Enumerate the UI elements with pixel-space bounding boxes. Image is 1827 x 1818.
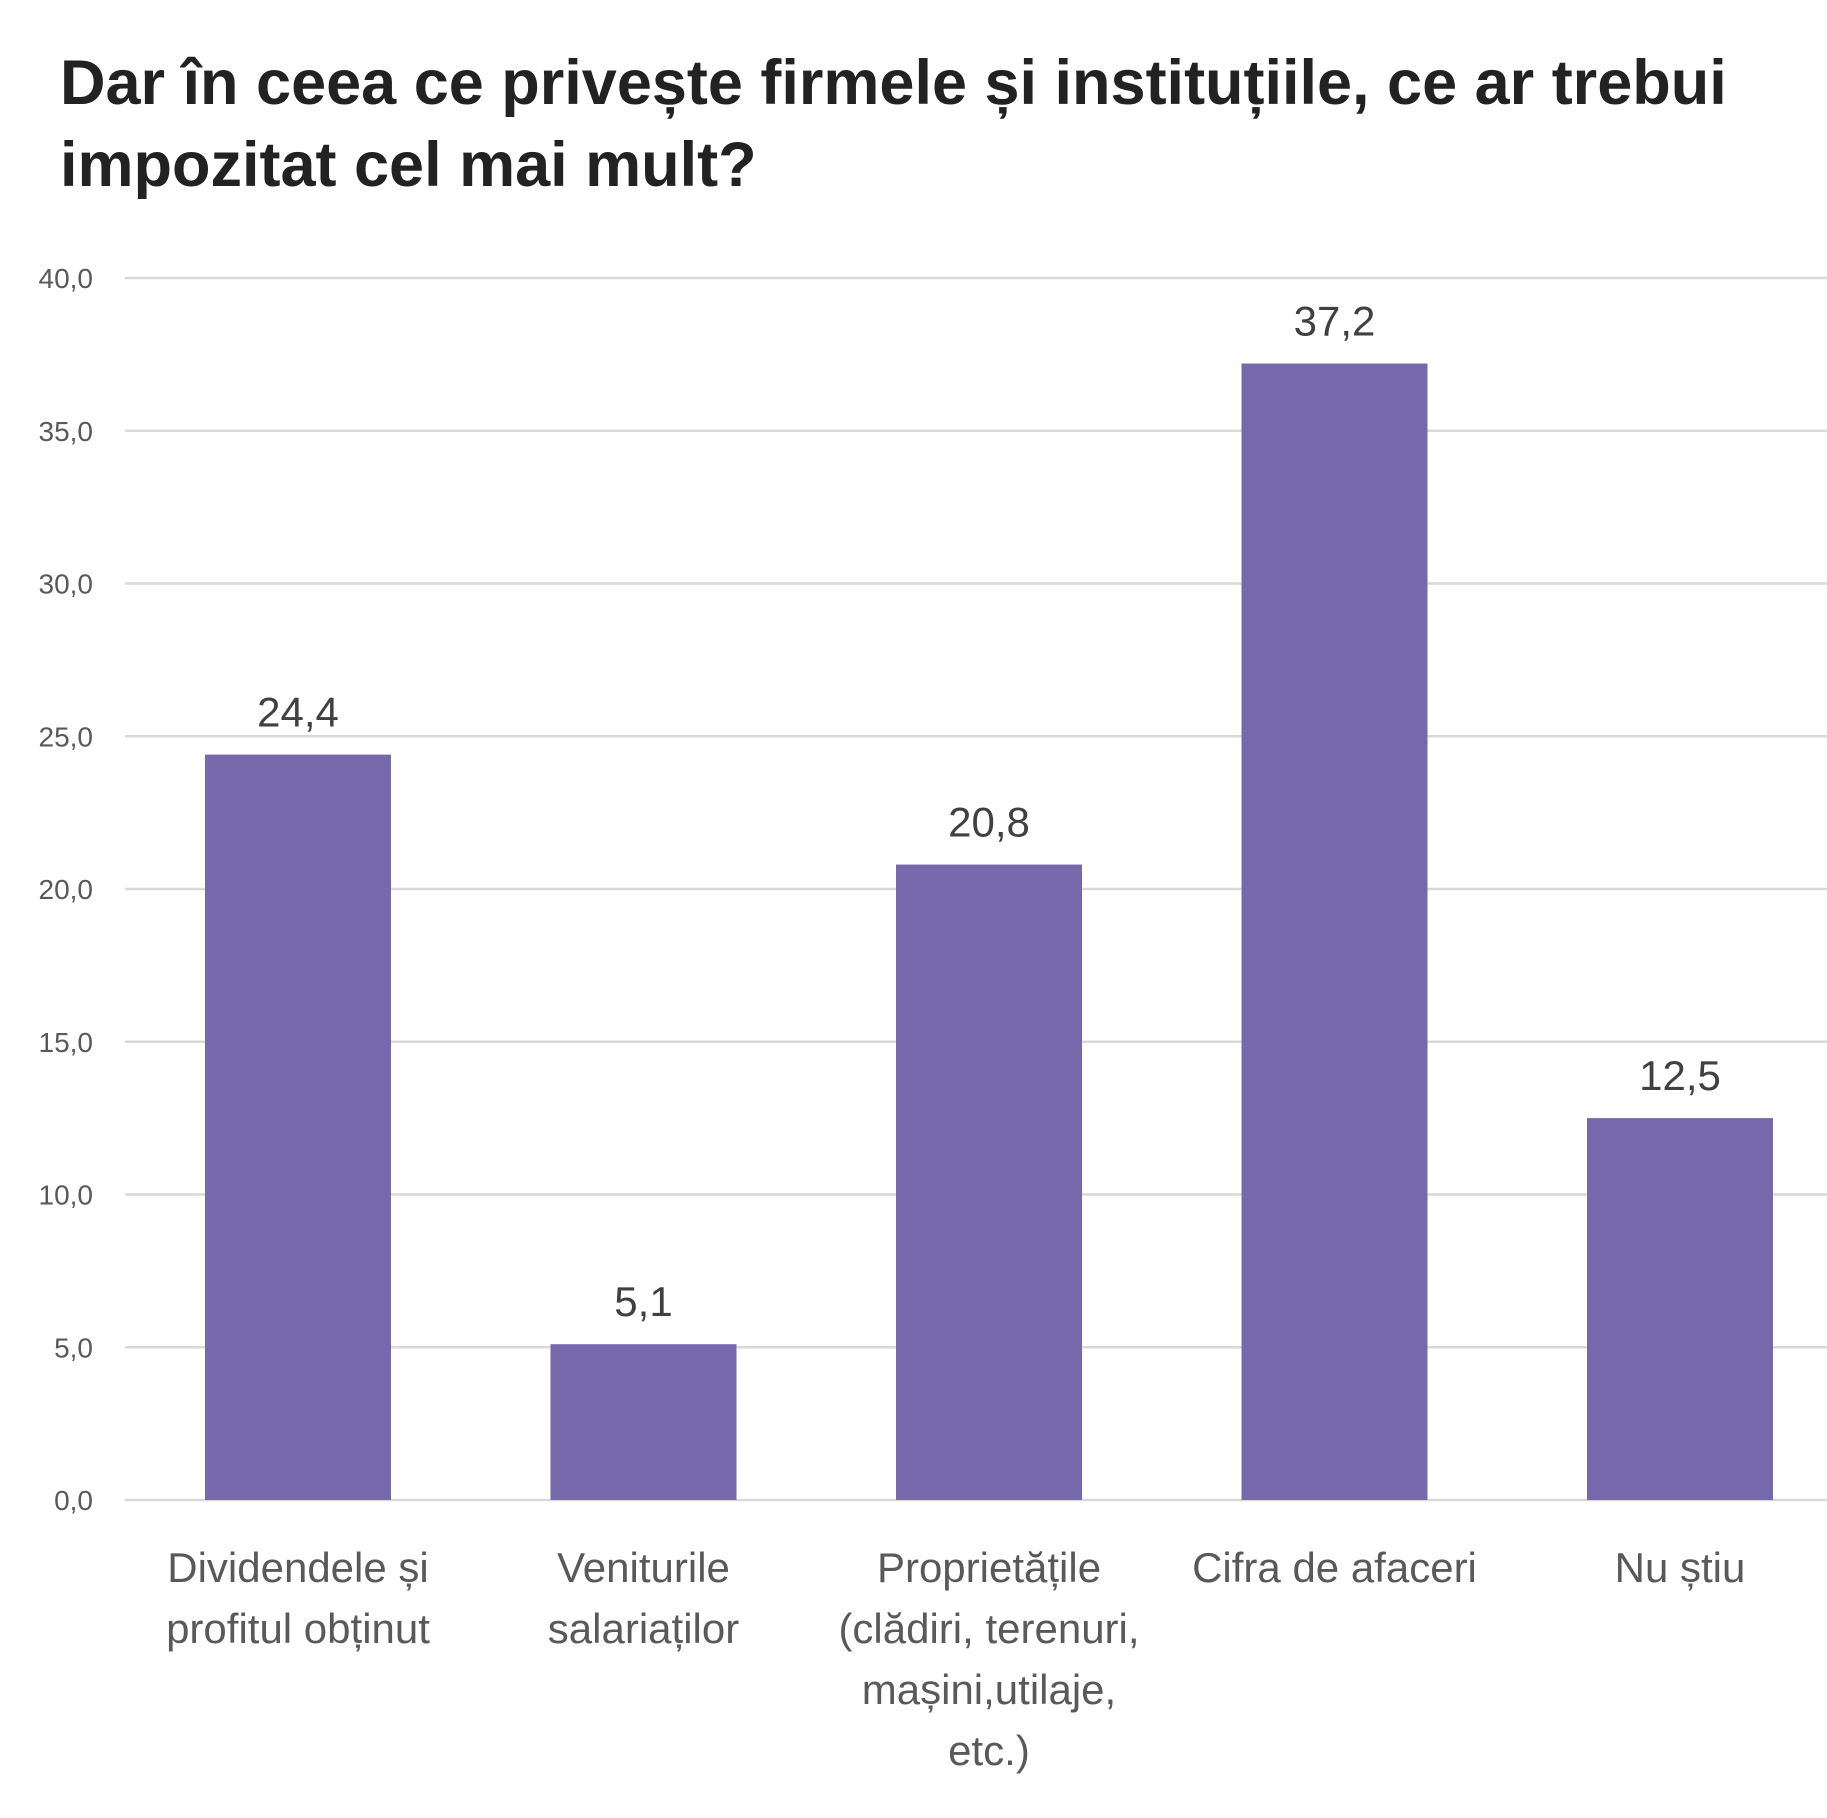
bar (205, 754, 391, 1500)
bar (896, 864, 1082, 1500)
data-labels: 24,4 5,1 20,8 37,2 12,5 (257, 298, 1721, 1326)
x-tick-label: (clădiri, terenuri, (838, 1605, 1139, 1652)
y-tick-label: 20,0 (39, 874, 94, 905)
x-axis-labels: Dividendele și profitul obținut Veniturile… (166, 1544, 1745, 1774)
data-label: 5,1 (614, 1278, 672, 1325)
y-tick-label: 25,0 (39, 721, 94, 752)
y-tick-label: 5,0 (54, 1332, 93, 1363)
y-tick-label: 30,0 (39, 569, 94, 600)
x-tick-label: profitul obținut (166, 1605, 430, 1652)
x-tick-label: Cifra de afaceri (1192, 1544, 1477, 1591)
x-tick-label: mașini,utilaje, (862, 1666, 1116, 1713)
x-tick-label: Nu știu (1615, 1544, 1746, 1591)
bar (1241, 363, 1428, 1500)
chart-title: Dar în ceea ce privește firmele și insti… (60, 48, 1727, 200)
bar (1587, 1118, 1773, 1500)
y-tick-label: 10,0 (39, 1180, 94, 1211)
x-tick-label: Proprietățile (877, 1544, 1101, 1591)
x-tick-label: salariaților (548, 1605, 739, 1652)
y-axis-ticks: 0,0 5,0 10,0 15,0 20,0 25,0 30,0 35,0 40,0 (39, 263, 94, 1516)
y-tick-label: 15,0 (39, 1027, 94, 1058)
data-label: 20,8 (948, 799, 1030, 846)
data-label: 24,4 (257, 689, 339, 736)
y-tick-label: 40,0 (39, 263, 94, 294)
data-label: 37,2 (1294, 298, 1376, 345)
bar (550, 1344, 737, 1500)
data-label: 12,5 (1639, 1052, 1721, 1099)
x-tick-label: etc.) (948, 1727, 1030, 1774)
x-tick-label: Veniturile (557, 1544, 730, 1591)
y-tick-label: 0,0 (54, 1485, 93, 1516)
x-tick-label: Dividendele și (167, 1544, 428, 1591)
y-tick-label: 35,0 (39, 416, 94, 447)
bars (205, 363, 1773, 1500)
